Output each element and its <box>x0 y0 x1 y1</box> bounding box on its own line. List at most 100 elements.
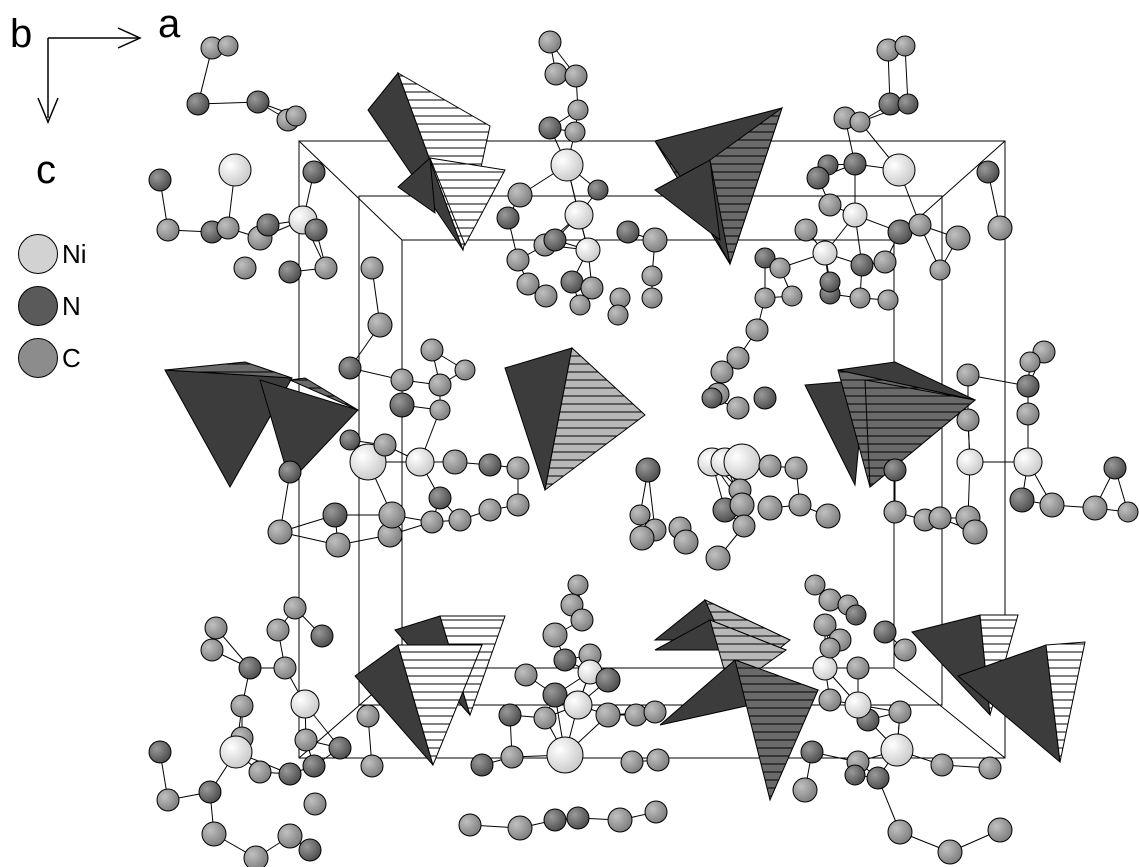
n-atom <box>310 624 334 648</box>
c-atom <box>754 287 776 309</box>
c-atom <box>429 399 451 421</box>
c-atom <box>533 706 557 730</box>
ni-atom <box>290 689 320 719</box>
n-atom <box>298 838 322 862</box>
c-atom <box>937 839 963 865</box>
c-atom <box>373 433 397 457</box>
c-atom <box>325 532 351 558</box>
c-atom <box>729 492 755 518</box>
c-atom <box>804 574 826 596</box>
c-atom <box>569 294 591 316</box>
n-atom <box>302 160 326 184</box>
c-atom <box>819 637 841 659</box>
legend-label: C <box>62 342 81 373</box>
c-atom <box>266 618 290 642</box>
n-atom <box>560 270 584 294</box>
n-atom <box>819 271 841 293</box>
n-atom <box>198 780 222 804</box>
c-atom <box>1082 495 1108 521</box>
c-atom <box>643 700 667 724</box>
tetrahedron <box>654 106 783 266</box>
n-atom <box>843 152 867 176</box>
ni-atom <box>405 447 435 477</box>
c-atom <box>420 338 444 362</box>
n-atom <box>322 502 348 528</box>
n-atom <box>616 220 640 244</box>
c-atom <box>506 456 530 480</box>
c-atom <box>273 656 297 680</box>
c-atom <box>945 225 971 251</box>
c-atom <box>813 613 837 637</box>
c-atom <box>367 312 393 338</box>
c-atom <box>846 656 870 680</box>
c-atom <box>360 256 384 280</box>
n-atom <box>543 228 567 252</box>
c-atom <box>849 287 871 309</box>
ni-atom <box>842 202 868 228</box>
ni-atom <box>564 200 594 230</box>
c-atom <box>607 807 633 833</box>
c-atom <box>448 508 472 532</box>
n-atom <box>538 116 562 140</box>
legend-item-c: C <box>18 332 87 384</box>
ni-atom <box>546 736 584 774</box>
c-atom <box>620 750 644 774</box>
n-atom <box>496 206 520 230</box>
c-atom <box>542 622 568 648</box>
c-atom <box>458 813 482 837</box>
n-atom <box>1103 456 1127 480</box>
c-atom <box>570 608 594 632</box>
n-atom <box>595 667 621 693</box>
c-atom <box>883 500 907 524</box>
c-atom <box>420 510 444 534</box>
c-atom <box>629 504 651 526</box>
c-atom <box>201 821 227 847</box>
tetrahedron <box>259 377 359 483</box>
c-atom <box>929 259 951 281</box>
legend-item-n: N <box>18 280 87 332</box>
c-atom <box>745 318 769 342</box>
c-atom <box>314 256 338 280</box>
c-atom <box>156 218 180 242</box>
atom-layer <box>148 30 1139 867</box>
legend-label: Ni <box>62 238 87 269</box>
c-atom <box>217 35 239 57</box>
c-atom <box>758 454 782 478</box>
n-atom <box>873 620 897 644</box>
ni-atom <box>563 690 593 720</box>
c-atom <box>303 792 327 816</box>
c-atom <box>595 702 621 728</box>
c-atom <box>544 62 568 86</box>
c-atom <box>673 529 699 555</box>
c-atom <box>629 525 655 551</box>
c-atom <box>567 574 589 596</box>
ni-atom <box>956 448 984 476</box>
c-atom <box>818 193 842 217</box>
c-atom <box>908 213 932 237</box>
axis-label-c: c <box>36 148 56 192</box>
c-atom <box>769 257 791 279</box>
ni-ball-icon <box>18 234 58 274</box>
n-atom <box>897 93 919 115</box>
c-atom <box>978 756 1002 780</box>
c-atom <box>794 218 818 242</box>
n-atom <box>866 766 890 790</box>
c-atom <box>1016 402 1040 426</box>
c-atom <box>928 506 952 530</box>
c-atom <box>233 256 257 280</box>
c-atom <box>216 216 240 240</box>
n-atom <box>278 460 302 484</box>
legend-item-ni: Ni <box>18 228 87 280</box>
n-atom <box>278 260 302 284</box>
ni-atom <box>812 240 838 266</box>
c-atom <box>641 287 663 309</box>
c-atom <box>726 346 750 370</box>
n-atom <box>246 90 270 114</box>
tetrahedron <box>164 361 293 489</box>
c-atom <box>792 777 818 803</box>
c-atom <box>267 519 293 545</box>
n-atom <box>845 604 867 626</box>
c-atom <box>454 359 476 381</box>
n-atom <box>389 392 415 418</box>
